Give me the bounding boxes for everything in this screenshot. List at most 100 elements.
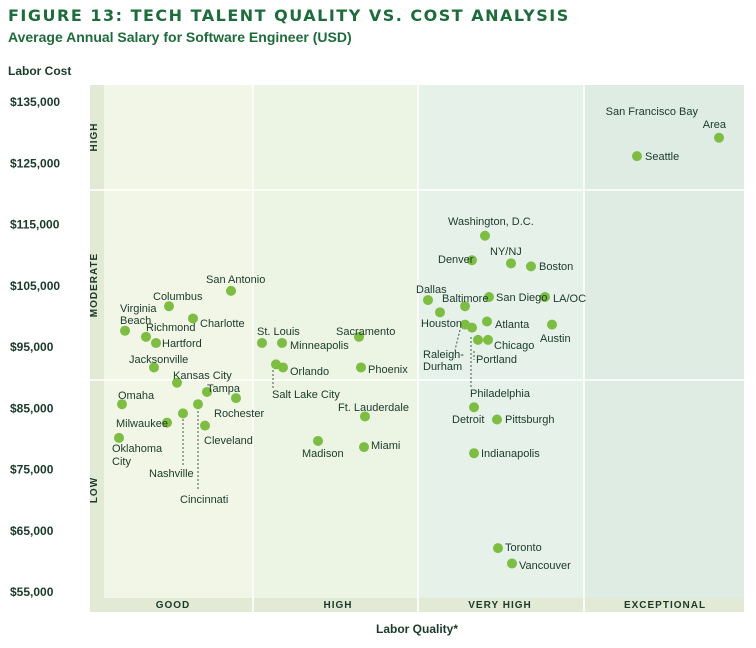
label-denver: Denver — [438, 254, 474, 266]
label-charlotte: Charlotte — [200, 318, 245, 330]
label-madison: Madison — [302, 448, 344, 460]
point-oklahoma-city — [114, 432, 124, 443]
point-cleveland — [200, 420, 210, 431]
label-virginia-beach: Virginia — [120, 303, 157, 315]
label-san-diego: San Diego — [496, 292, 547, 304]
x-band-good — [104, 85, 253, 598]
label-houston: Houston — [421, 318, 462, 330]
point-portland — [473, 334, 483, 345]
y-tick-label: $105,000 — [10, 279, 60, 293]
y-tick-label: $85,000 — [10, 401, 54, 415]
point-san-diego — [484, 292, 494, 302]
label-kansas-city: Kansas City — [173, 370, 232, 382]
point-virginia-beach — [120, 325, 130, 336]
label-chicago: Chicago — [494, 340, 534, 352]
y-band-strip — [90, 85, 104, 598]
point-toronto — [493, 543, 503, 554]
y-tick-label: $65,000 — [10, 524, 54, 538]
x-band-label: GOOD — [156, 600, 191, 611]
x-band-exceptional — [584, 85, 744, 598]
y-tick-label: $115,000 — [10, 218, 60, 232]
label-omaha: Omaha — [118, 390, 155, 402]
label-san-francisco-bay-area: San Francisco Bay — [606, 106, 699, 118]
point-ny-nj — [506, 258, 516, 269]
leader-raleigh-durham — [454, 325, 462, 351]
label-oklahoma-city: Oklahoma — [112, 443, 163, 455]
label-hartford: Hartford — [162, 338, 202, 350]
point-omaha — [117, 399, 127, 410]
point-boston — [526, 261, 536, 272]
point-tampa — [202, 386, 212, 397]
label-pittsburgh: Pittsburgh — [505, 414, 555, 426]
label-jacksonville: Jacksonville — [129, 354, 188, 366]
point-detroit — [469, 402, 479, 413]
point-seattle — [632, 151, 642, 162]
point-denver — [467, 255, 477, 266]
point-houston — [435, 307, 445, 318]
y-tick-label: $125,000 — [10, 156, 60, 170]
x-band-label: HIGH — [324, 600, 353, 611]
label-miami: Miami — [371, 440, 400, 452]
y-tick-label: $75,000 — [10, 463, 54, 477]
label-rochester: Rochester — [214, 408, 264, 420]
point-baltimore — [460, 301, 470, 312]
y-tick-label: $95,000 — [10, 340, 54, 354]
y-tick-label: $135,000 — [10, 95, 60, 109]
label-seattle: Seattle — [645, 151, 679, 163]
y-band-label: MODERATE — [89, 253, 100, 317]
point-philadelphia — [467, 322, 477, 333]
chart-title: FIGURE 13: TECH TALENT QUALITY VS. COST … — [8, 6, 570, 25]
x-band-very-high — [418, 85, 584, 598]
point-st-louis — [257, 337, 267, 348]
point-pittsburgh — [492, 414, 502, 425]
y-axis-title: Labor Cost — [8, 64, 71, 78]
label-austin: Austin — [540, 333, 571, 345]
point-vancouver — [507, 558, 517, 569]
label-salt-lake-city: Salt Lake City — [272, 389, 340, 401]
label-boston: Boston — [539, 261, 573, 273]
label-milwaukee: Milwaukee — [116, 418, 168, 430]
label-detroit: Detroit — [452, 414, 484, 426]
point-washington-d-c — [480, 230, 490, 241]
label-dallas: Dallas — [416, 284, 447, 296]
label-washington-d-c: Washington, D.C. — [448, 216, 534, 228]
label-columbus: Columbus — [153, 291, 203, 303]
point-milwaukee — [162, 417, 172, 428]
point-minneapolis — [277, 337, 287, 348]
label-raleigh-durham: Durham — [423, 361, 462, 373]
point-austin — [547, 319, 557, 330]
label-virginia-beach: Beach — [120, 315, 151, 327]
point-cincinnati — [193, 399, 203, 410]
point-indianapolis — [469, 448, 479, 459]
point-la-oc — [540, 292, 550, 302]
point-hartford — [151, 337, 161, 348]
label-portland: Portland — [476, 354, 517, 366]
label-raleigh-durham: Raleigh- — [423, 349, 464, 361]
label-san-antonio: San Antonio — [206, 274, 265, 286]
label-baltimore: Baltimore — [442, 293, 488, 305]
chart-subtitle: Average Annual Salary for Software Engin… — [8, 29, 352, 45]
label-atlanta: Atlanta — [495, 319, 530, 331]
point-salt-lake-city — [271, 359, 281, 370]
label-indianapolis: Indianapolis — [481, 448, 540, 460]
label-vancouver: Vancouver — [519, 560, 571, 572]
label-orlando: Orlando — [290, 366, 329, 378]
label-ft-lauderdale: Ft. Lauderdale — [338, 402, 409, 414]
point-dallas — [423, 295, 433, 306]
label-ny-nj: NY/NJ — [490, 246, 522, 258]
point-phoenix — [356, 362, 366, 373]
y-band-label: HIGH — [89, 123, 100, 152]
point-rochester — [231, 393, 241, 404]
label-cincinnati: Cincinnati — [180, 494, 228, 506]
point-san-antonio — [226, 285, 236, 296]
label-sacramento: Sacramento — [336, 326, 395, 338]
point-madison — [313, 435, 323, 446]
x-axis-title: Labor Quality* — [376, 622, 458, 636]
y-band-label: LOW — [89, 477, 100, 503]
point-sacramento — [354, 331, 364, 342]
point-nashville — [178, 408, 188, 419]
label-tampa: Tampa — [207, 383, 241, 395]
label-nashville: Nashville — [149, 468, 194, 480]
y-tick-label: $55,000 — [10, 585, 54, 599]
point-chicago — [483, 334, 493, 345]
